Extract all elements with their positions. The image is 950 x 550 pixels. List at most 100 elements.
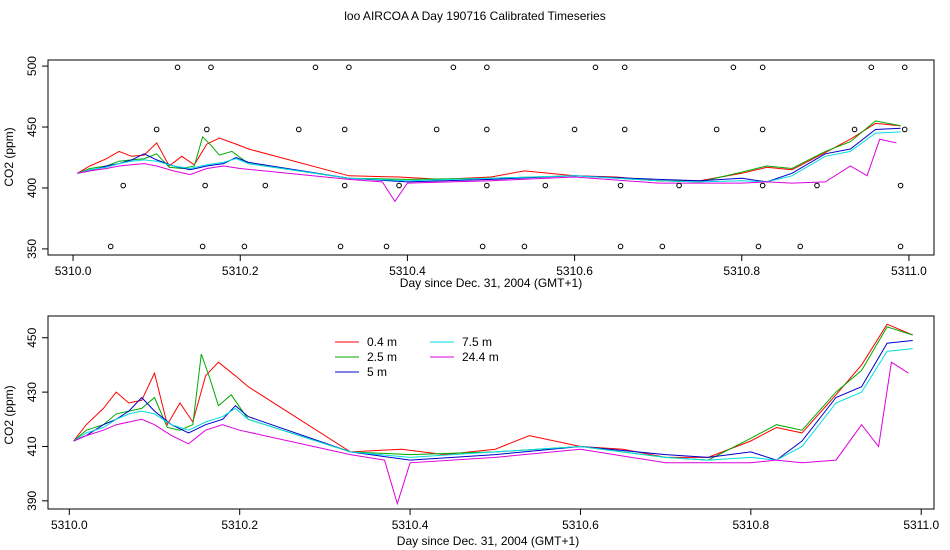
bottom-y-tick-label: 390 — [25, 491, 39, 511]
top-scatter-point — [621, 126, 628, 133]
top-x-tick-label: 5310.6 — [556, 264, 593, 278]
top-series-line-2 — [77, 127, 901, 183]
top-scatter-point — [295, 126, 302, 133]
bottom-series-line-7-5-m — [73, 348, 913, 461]
top-x-tick-label: 5310.8 — [723, 264, 760, 278]
top-scatter-point — [621, 64, 628, 71]
top-scatter-point — [484, 126, 490, 133]
legend-label: 0.4 m — [367, 335, 397, 349]
legend-label: 2.5 m — [367, 350, 397, 364]
bottom-x-tick-label: 5311.0 — [903, 518, 939, 532]
top-scatter-point — [153, 126, 160, 133]
top-scatter-point — [341, 126, 348, 133]
bottom-series-line-2-5-m — [73, 326, 913, 461]
top-x-axis: 5310.0 5310.2 5310.4 5310.6 5310.8 5311.0 — [55, 255, 927, 278]
top-x-tick-label: 5311.0 — [891, 264, 927, 278]
top-scatter-point — [730, 64, 737, 71]
bottom-y-tick-label: 410 — [25, 436, 39, 456]
top-scatter-point — [199, 243, 206, 250]
top-scatter-point — [479, 243, 486, 250]
top-scatter-point — [901, 64, 908, 71]
top-series-line-3 — [77, 131, 901, 183]
top-scatter-point — [759, 126, 766, 133]
top-scatter-point — [204, 126, 210, 133]
top-scatter-point — [659, 243, 666, 250]
top-scatter-point — [241, 243, 248, 250]
top-scatter-point — [617, 243, 624, 250]
top-series-line-4 — [77, 138, 897, 203]
bottom-x-tick-label: 5310.0 — [51, 518, 88, 532]
top-scatter-point — [262, 182, 269, 189]
top-scatter-point — [107, 243, 114, 250]
top-scatter-point — [592, 64, 599, 71]
top-scatter-point — [542, 182, 549, 189]
top-scatter-point — [571, 126, 578, 133]
top-plot-frame — [47, 59, 935, 256]
top-series-line-1 — [77, 120, 901, 183]
top-scatter-point — [174, 64, 181, 71]
bottom-x-tick-label: 5310.2 — [221, 518, 258, 532]
top-scatter-point — [901, 126, 908, 133]
top-panel: 5310.0 5310.2 5310.4 5310.6 5310.8 5311.0 350… — [2, 56, 935, 290]
bottom-y-tick-label: 450 — [25, 327, 39, 347]
bottom-series-line-24-4-m — [73, 361, 909, 506]
top-scatter-point — [312, 64, 319, 71]
top-scatter-point — [851, 126, 858, 133]
top-x-tick-label: 5310.0 — [55, 264, 92, 278]
bottom-series-line-5-m — [73, 340, 913, 461]
legend-label: 24.4 m — [462, 350, 499, 364]
top-scatter-point — [208, 64, 214, 71]
top-scatter-point — [759, 64, 766, 71]
top-scatter-point — [897, 182, 904, 189]
legend: 0.4 m2.5 m5 m 7.5 m24.4 m — [335, 335, 499, 379]
top-scatter-point — [341, 182, 348, 189]
top-x-tick-label: 5310.2 — [222, 264, 259, 278]
top-scatter-point — [396, 182, 402, 189]
legend-label: 5 m — [367, 365, 387, 379]
top-y-tick-label: 350 — [25, 239, 39, 259]
bottom-plot-marks — [73, 323, 913, 506]
bottom-x-axis: 5310.0 5310.2 5310.4 5310.6 5310.8 5311.0 — [51, 509, 939, 532]
chart-title: loo AIRCOA A Day 190716 Calibrated Times… — [344, 9, 605, 23]
top-scatter-point — [755, 243, 762, 250]
bottom-y-axis-label: CO2 (ppm) — [2, 385, 16, 444]
top-scatter-point — [617, 182, 624, 189]
bottom-x-tick-label: 5310.4 — [392, 518, 429, 532]
bottom-y-tick-label: 430 — [25, 382, 39, 402]
bottom-y-axis: 390 410 430 450 — [25, 327, 48, 511]
top-scatter-point — [120, 182, 127, 189]
bottom-x-axis-label: Day since Dec. 31, 2004 (GMT+1) — [397, 534, 579, 548]
top-scatter-point — [713, 126, 720, 133]
legend-label: 7.5 m — [462, 335, 492, 349]
top-plot-marks — [77, 64, 908, 250]
top-scatter-point — [759, 182, 766, 189]
top-y-tick-label: 400 — [25, 178, 39, 198]
top-scatter-point — [814, 182, 820, 189]
top-scatter-point — [676, 182, 682, 189]
top-scatter-point — [202, 182, 208, 189]
top-scatter-point — [797, 243, 804, 250]
top-x-axis-label: Day since Dec. 31, 2004 (GMT+1) — [400, 276, 582, 290]
top-scatter-point — [484, 64, 490, 71]
bottom-plot-frame — [47, 315, 935, 510]
top-y-axis: 350 400 450 500 — [25, 56, 48, 259]
top-series-line-0 — [77, 122, 901, 182]
bottom-series-line-0-4-m — [73, 323, 913, 458]
top-scatter-point — [383, 243, 390, 250]
top-scatter-point — [484, 182, 490, 189]
top-scatter-point — [897, 243, 904, 250]
bottom-x-tick-label: 5310.8 — [732, 518, 769, 532]
top-x-tick-label: 5310.4 — [389, 264, 426, 278]
top-scatter-point — [346, 64, 352, 71]
top-scatter-point — [337, 243, 344, 250]
top-scatter-point — [521, 243, 528, 250]
top-scatter-point — [433, 126, 440, 133]
bottom-panel: 5310.0 5310.2 5310.4 5310.6 5310.8 5311.0 390… — [2, 315, 939, 548]
bottom-x-tick-label: 5310.6 — [562, 518, 599, 532]
top-scatter-point — [450, 64, 457, 71]
top-y-axis-label: CO2 (ppm) — [2, 127, 16, 186]
top-y-tick-label: 450 — [25, 117, 39, 137]
top-y-tick-label: 500 — [25, 56, 39, 76]
top-scatter-point — [868, 64, 875, 71]
